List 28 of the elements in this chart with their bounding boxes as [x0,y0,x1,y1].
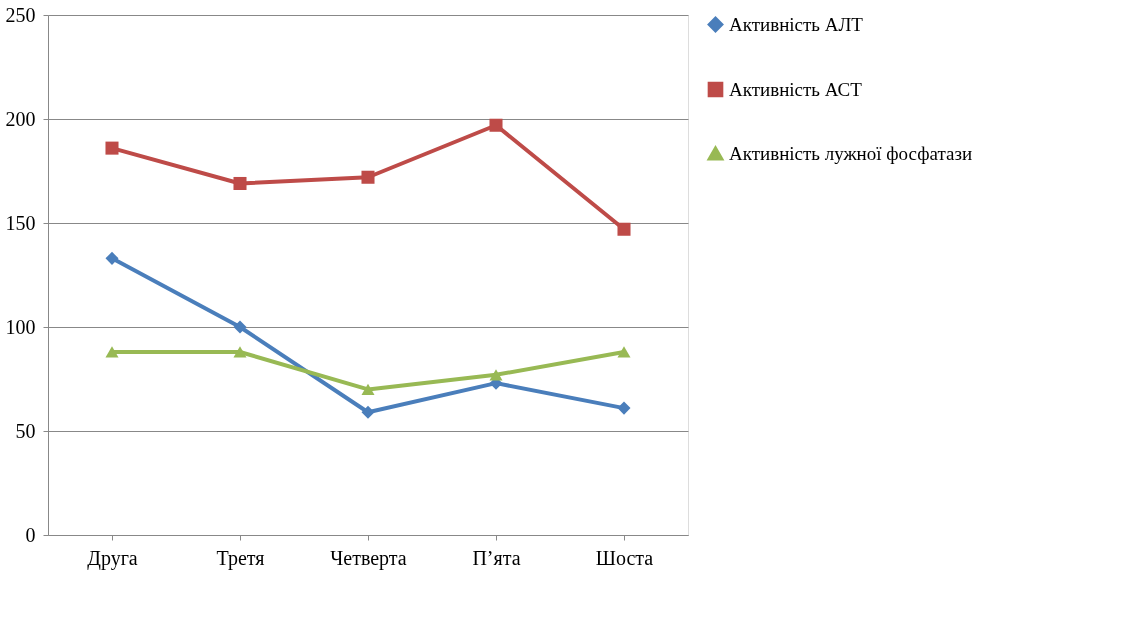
x-tick-label: Шоста [595,546,654,569]
legend-label: Активність лужної фосфатази [729,142,973,164]
legend-label: Активність АЛТ [729,13,864,35]
x-tick-label: Друга [87,546,138,570]
point [489,369,503,381]
point [361,383,375,396]
point [361,170,375,184]
point [105,141,119,155]
y-tick-label: 250 [5,3,36,26]
point [361,405,375,419]
y-tick-label: 100 [5,315,36,338]
point [105,346,119,358]
point [233,320,247,334]
point [617,401,631,415]
point [617,222,631,236]
x-tick-label: П’ята [472,546,521,569]
point [105,251,119,265]
y-tick-label: 0 [25,523,36,546]
point [233,176,247,190]
x-tick-label: Третя [216,546,265,570]
point [617,346,631,358]
legend-label: Активність АСТ [729,78,863,100]
point [489,118,503,132]
y-tick-label: 200 [5,107,36,130]
y-tick-label: 50 [15,419,36,442]
y-tick-label: 150 [5,211,36,234]
point [233,346,247,358]
x-tick-label: Четверта [330,546,407,570]
